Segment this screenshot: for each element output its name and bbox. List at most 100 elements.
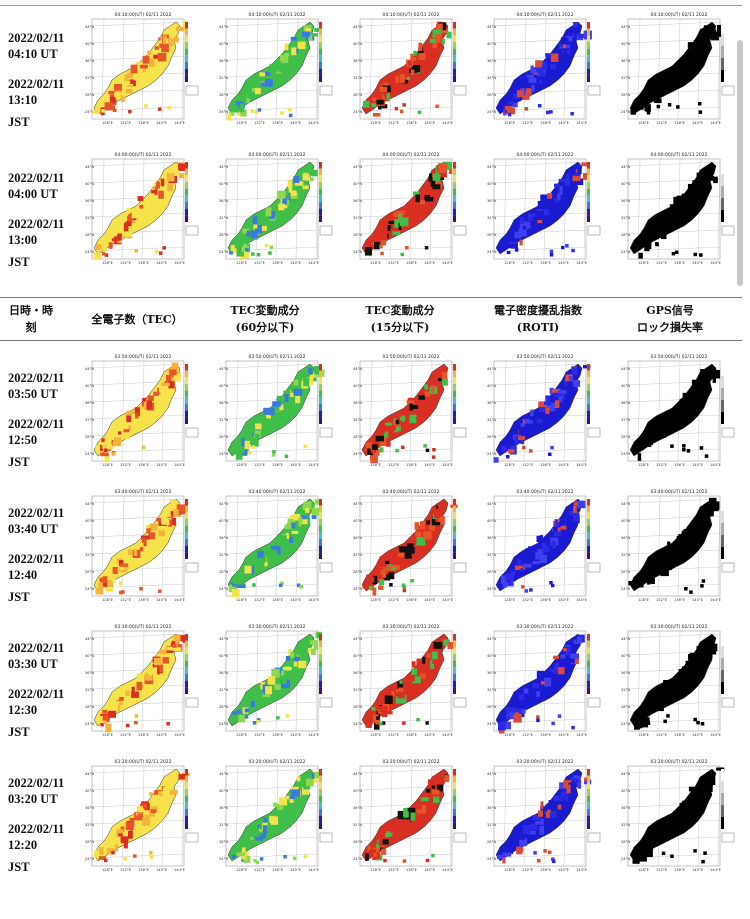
map-data-cell <box>402 694 407 704</box>
lon-label: 144°E <box>174 261 186 265</box>
map-data-cell <box>125 228 133 238</box>
island-cell <box>296 583 301 587</box>
map-data-cell <box>374 722 380 730</box>
map-grid-line <box>359 583 453 589</box>
map-data-cell <box>538 401 547 408</box>
lat-label: 28°N <box>85 705 94 709</box>
map-data-cell <box>281 675 287 684</box>
color-scale-step <box>319 162 322 169</box>
island-cell <box>646 111 651 115</box>
color-scale-step <box>453 660 456 668</box>
vertical-scrollbar[interactable] <box>737 40 743 286</box>
island-cell <box>268 251 272 255</box>
map-data-cell <box>566 656 575 664</box>
map-data-cell <box>411 57 417 61</box>
color-scale-bar <box>319 162 322 222</box>
map-grid-line <box>91 246 185 252</box>
map-data-cell <box>705 173 713 178</box>
map-data-cell <box>148 667 152 676</box>
map-data-cell <box>244 565 252 574</box>
island-cell <box>552 859 556 864</box>
lat-label: 36°N <box>219 536 228 540</box>
map-title: 03:20:00(UT) 02/11 2022 <box>650 759 707 765</box>
map-data-cell <box>254 423 262 430</box>
lon-label: 128°E <box>102 598 114 602</box>
map-data-cell <box>131 820 139 825</box>
map-data-cell <box>263 71 271 76</box>
map-data-cell <box>640 92 647 99</box>
lon-label: 136°E <box>406 261 418 265</box>
map-data-cell <box>112 704 118 712</box>
map-grid-line <box>627 161 721 167</box>
lon-label: 140°E <box>558 121 570 125</box>
map-grid-line <box>225 363 319 369</box>
color-scale-step <box>185 782 188 789</box>
island-cell <box>381 721 386 725</box>
map-data-cell <box>550 669 558 675</box>
map-data-cell <box>398 687 404 696</box>
map-data-cell <box>139 546 144 552</box>
map-data-cell <box>438 381 442 389</box>
map-data-cell <box>144 673 153 681</box>
lat-label: 24°N <box>487 857 496 861</box>
map-data-cell <box>384 695 393 704</box>
lat-label: 36°N <box>621 536 630 540</box>
map-grid-line <box>315 630 319 732</box>
color-scale-step <box>319 674 322 681</box>
lon-label: 132°E <box>254 733 266 737</box>
map-data-cell <box>373 113 381 117</box>
color-scale-step <box>319 505 322 513</box>
map-data-cell <box>716 767 725 771</box>
map-data-cell <box>650 575 655 584</box>
lat-label: 40°N <box>621 384 630 388</box>
lat-label: 32°N <box>219 823 228 827</box>
lat-label: 24°N <box>219 250 228 254</box>
map-data-cell <box>574 173 581 178</box>
map-title: 03:50:00(UT) 02/11 2022 <box>382 354 439 360</box>
lat-label: 32°N <box>487 76 496 80</box>
map-data-cell <box>666 561 672 570</box>
color-scale-step <box>453 809 456 816</box>
island-cell <box>389 583 393 587</box>
map-data-cell <box>399 217 409 227</box>
color-scale-step <box>587 162 590 169</box>
map-data-cell <box>136 806 143 811</box>
lat-label: 40°N <box>219 182 228 186</box>
map-svg: 03:40:00(UT) 02/11 202244°N40°N36°N32°N2… <box>487 489 601 602</box>
map-data-cell <box>126 207 131 214</box>
island-cell <box>119 590 123 595</box>
lat-label: 36°N <box>353 199 362 203</box>
map-data-cell <box>705 779 711 788</box>
map-data-cell <box>116 223 124 227</box>
island-cell <box>561 245 565 250</box>
map-data-cell <box>377 562 382 565</box>
map-data-cell <box>158 190 164 199</box>
map-data-cell <box>112 567 118 574</box>
lon-label: 140°E <box>424 868 436 872</box>
map-data-cell <box>681 404 689 409</box>
color-scale-step <box>453 634 456 641</box>
color-scale-step <box>453 499 456 506</box>
map-data-cell <box>95 587 104 595</box>
map-data-cell <box>306 376 314 385</box>
island-cell <box>123 857 127 861</box>
map-data-cell <box>162 35 167 44</box>
lon-label: 128°E <box>504 463 516 467</box>
map-data-cell <box>257 551 264 558</box>
map-grid-line <box>449 765 453 867</box>
map-panel-tec: 04:00:00(UT) 02/11 2022 44°N 40°N 36°N 32°N 2… <box>84 150 202 272</box>
map-data-cell <box>372 444 378 450</box>
color-scale-bar <box>319 634 322 694</box>
lon-label: 128°E <box>102 463 114 467</box>
map-data-cell <box>648 569 658 575</box>
map-data-cell <box>557 804 562 810</box>
map-data-cell <box>705 650 713 659</box>
color-scale-bar <box>185 162 188 222</box>
logo-box <box>721 427 735 438</box>
map-data-cell <box>431 651 438 660</box>
map-data-cell <box>129 817 135 827</box>
lon-label: 132°E <box>388 598 400 602</box>
logo-box <box>319 427 333 438</box>
map-data-cell <box>250 230 258 239</box>
map-grid-line <box>225 498 319 504</box>
